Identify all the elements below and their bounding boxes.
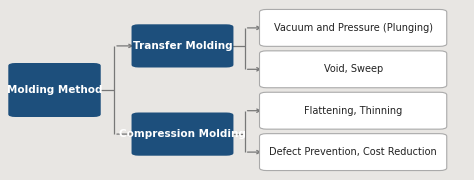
Text: Transfer Molding: Transfer Molding: [133, 41, 232, 51]
Text: Void, Sweep: Void, Sweep: [323, 64, 383, 74]
Text: Flattening, Thinning: Flattening, Thinning: [304, 106, 402, 116]
Text: Vacuum and Pressure (Plunging): Vacuum and Pressure (Plunging): [273, 23, 433, 33]
Text: Defect Prevention, Cost Reduction: Defect Prevention, Cost Reduction: [269, 147, 437, 157]
FancyBboxPatch shape: [259, 92, 447, 129]
FancyBboxPatch shape: [131, 24, 233, 68]
Text: Compression Molding: Compression Molding: [119, 129, 246, 139]
FancyBboxPatch shape: [9, 63, 100, 117]
FancyBboxPatch shape: [259, 10, 447, 46]
Text: Molding Method: Molding Method: [7, 85, 102, 95]
FancyBboxPatch shape: [259, 51, 447, 88]
FancyBboxPatch shape: [131, 112, 233, 156]
FancyBboxPatch shape: [259, 134, 447, 171]
